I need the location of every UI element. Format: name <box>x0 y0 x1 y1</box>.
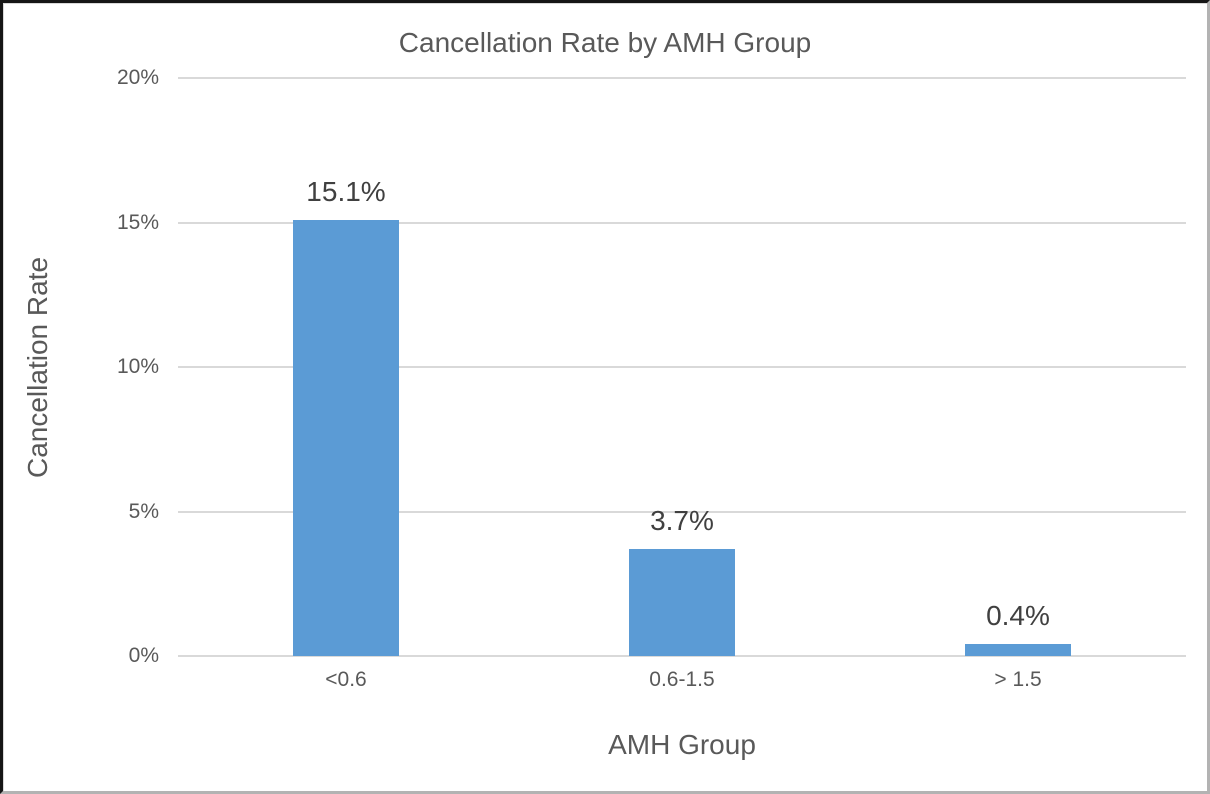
plot-area <box>178 77 1186 657</box>
bar-data-label: 3.7% <box>650 505 714 537</box>
bar-<0.6 <box>293 219 399 656</box>
bar-data-label: 15.1% <box>306 175 386 207</box>
bar-data-label: 0.4% <box>986 600 1050 632</box>
gridline <box>178 655 1186 657</box>
y-tick-label: 0% <box>128 644 159 667</box>
y-tick-label: 20% <box>116 66 159 89</box>
y-tick-label: 15% <box>116 210 159 234</box>
x-tick-label: > 1.5 <box>994 668 1042 691</box>
gridline <box>178 366 1186 368</box>
x-tick-label: <0.6 <box>325 668 367 691</box>
gridline <box>178 510 1186 513</box>
gridline <box>178 221 1186 224</box>
bar-> 1.5 <box>965 644 1071 656</box>
chart-title: Cancellation Rate by AMH Group <box>398 27 812 58</box>
x-axis-title: AMH Group <box>608 729 756 760</box>
bar-0.6-1.5 <box>629 549 735 656</box>
y-tick-label: 10% <box>116 355 159 378</box>
gridline <box>178 77 1186 79</box>
y-tick-label: 5% <box>128 499 159 523</box>
x-tick-label: 0.6-1.5 <box>649 668 715 691</box>
